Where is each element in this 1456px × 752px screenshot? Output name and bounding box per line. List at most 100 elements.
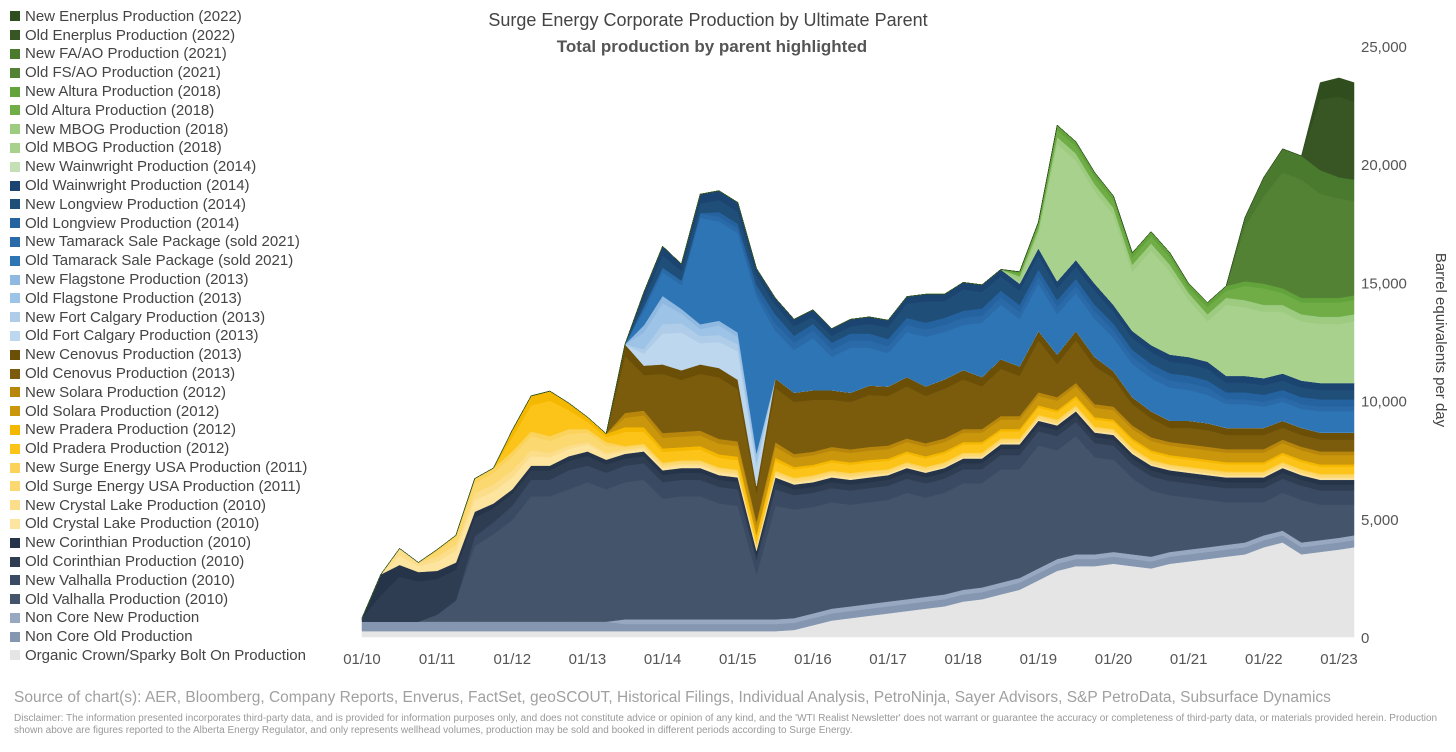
y-axis-label: Barrel equivalents per day: [1432, 253, 1449, 428]
legend-item: New Pradera Production (2012): [10, 421, 340, 440]
legend-item: Non Core New Production: [10, 609, 340, 628]
x-tick-label: 01/10: [343, 651, 381, 668]
x-tick-label: 01/22: [1245, 651, 1283, 668]
legend-swatch: [10, 161, 20, 172]
legend-item: Old Solara Production (2012): [10, 402, 340, 421]
legend-item: Old Valhalla Production (2010): [10, 590, 340, 609]
legend-swatch: [10, 349, 20, 360]
y-tick-label: 15,000: [1361, 275, 1407, 292]
y-tick-label: 25,000: [1361, 39, 1407, 56]
legend-swatch: [10, 631, 20, 642]
legend-item: New Solara Production (2012): [10, 383, 340, 402]
legend-label: New Pradera Production (2012): [25, 421, 236, 439]
legend-label: Old Valhalla Production (2010): [25, 590, 229, 608]
legend-item: Old Altura Production (2018): [10, 101, 340, 120]
disclaimer-text: Disclaimer: The information presented in…: [14, 713, 1438, 736]
legend-label: New Solara Production (2012): [25, 383, 226, 401]
x-tick-label: 01/20: [1095, 651, 1133, 668]
legend-label: Old Enerplus Production (2022): [25, 26, 236, 44]
legend-item: New Surge Energy USA Production (2011): [10, 458, 340, 477]
legend-swatch: [10, 368, 20, 379]
legend-label: New Cenovus Production (2013): [25, 346, 242, 364]
y-tick-label: 5,000: [1361, 512, 1399, 529]
legend-swatch: [10, 274, 20, 285]
legend-item: Old Surge Energy USA Production (2011): [10, 477, 340, 496]
legend-swatch: [10, 293, 20, 304]
legend-swatch: [10, 650, 20, 661]
legend-swatch: [10, 612, 20, 623]
legend-item: Non Core Old Production: [10, 627, 340, 646]
legend-label: New FA/AO Production (2021): [25, 45, 227, 63]
legend-label: New Valhalla Production (2010): [25, 571, 235, 589]
legend-label: Old Corinthian Production (2010): [25, 553, 245, 570]
legend-label: Non Core New Production: [25, 609, 200, 627]
legend-item: Old Fort Calgary Production (2013): [10, 327, 340, 346]
legend-swatch: [10, 330, 20, 341]
legend-item: Organic Crown/Sparky Bolt On Production: [10, 646, 340, 665]
legend-item: New Fort Calgary Production (2013): [10, 308, 340, 327]
legend-item: New Enerplus Production (2022): [10, 7, 340, 26]
y-tick-label: 10,000: [1361, 394, 1407, 411]
legend-swatch: [10, 105, 20, 116]
x-tick-label: 01/17: [869, 651, 907, 668]
legend-swatch: [10, 124, 20, 135]
legend-item: Old Pradera Production (2012): [10, 439, 340, 458]
legend-label: Old Flagstone Production (2013): [25, 289, 242, 307]
y-tick-label: 20,000: [1361, 157, 1407, 174]
legend-swatch: [10, 387, 20, 398]
legend-item: New Crystal Lake Production (2010): [10, 496, 340, 515]
legend-label: New Tamarack Sale Package (sold 2021): [25, 233, 300, 251]
legend-swatch: [10, 500, 20, 511]
legend-label: Old Cenovus Production (2013): [25, 365, 236, 383]
legend-label: New Flagstone Production (2013): [25, 271, 249, 289]
legend-label: Old FS/AO Production (2021): [25, 64, 221, 82]
legend-item: New Corinthian Production (2010): [10, 533, 340, 552]
y-tick-label: 0: [1361, 630, 1369, 647]
legend-item: New Altura Production (2018): [10, 82, 340, 101]
legend-swatch: [10, 142, 20, 153]
legend-swatch: [10, 518, 20, 529]
legend-swatch: [10, 462, 20, 473]
legend-item: Old Cenovus Production (2013): [10, 364, 340, 383]
x-tick-label: 01/15: [719, 651, 757, 668]
legend-item: New Flagstone Production (2013): [10, 270, 340, 289]
legend-label: New MBOG Production (2018): [25, 120, 229, 138]
legend-label: New Longview Production (2014): [25, 195, 246, 213]
legend-swatch: [10, 406, 20, 417]
legend-item: New FA/AO Production (2021): [10, 45, 340, 64]
legend-label: Old MBOG Production (2018): [25, 139, 222, 157]
legend-label: Old Pradera Production (2012): [25, 440, 230, 458]
legend-swatch: [10, 594, 20, 605]
source-note: Source of chart(s): AER, Bloomberg, Comp…: [14, 689, 1331, 706]
y-axis-ticks: 0 5,000 10,000 15,000 20,000 25,000: [1361, 39, 1407, 647]
legend-swatch: [10, 48, 20, 59]
legend-swatch: [10, 218, 20, 229]
x-tick-label: 01/13: [569, 651, 607, 668]
legend-swatch: [10, 199, 20, 210]
legend-swatch: [10, 537, 20, 548]
legend-label: Old Wainwright Production (2014): [25, 177, 250, 195]
legend-label: Old Solara Production (2012): [25, 402, 220, 420]
legend-swatch: [10, 481, 20, 492]
legend-swatch: [10, 443, 20, 454]
legend-swatch: [10, 86, 20, 97]
x-axis-ticks: 01/10 01/11 01/12 01/13 01/14 01/15 01/16 01/17…: [343, 651, 1358, 668]
x-tick-label: 01/16: [794, 651, 832, 668]
x-tick-label: 01/18: [944, 651, 982, 668]
legend-label: New Crystal Lake Production (2010): [25, 496, 266, 514]
legend-label: New Corinthian Production (2010): [25, 534, 251, 552]
legend-item: New Longview Production (2014): [10, 195, 340, 214]
legend-label: New Fort Calgary Production (2013): [25, 308, 266, 326]
legend-item: New Cenovus Production (2013): [10, 345, 340, 364]
legend-item: Old Crystal Lake Production (2010): [10, 515, 340, 534]
legend-item: Old MBOG Production (2018): [10, 139, 340, 158]
legend-swatch: [10, 236, 20, 247]
legend-label: Old Fort Calgary Production (2013): [25, 327, 259, 345]
x-tick-label: 01/12: [494, 651, 532, 668]
legend-swatch: [10, 30, 20, 41]
x-tick-label: 01/11: [419, 651, 455, 668]
legend-swatch: [10, 575, 20, 586]
legend-label: New Wainwright Production (2014): [25, 158, 257, 176]
legend-item: Old Tamarack Sale Package (sold 2021): [10, 251, 340, 270]
stacked-areas: [361, 77, 1355, 638]
